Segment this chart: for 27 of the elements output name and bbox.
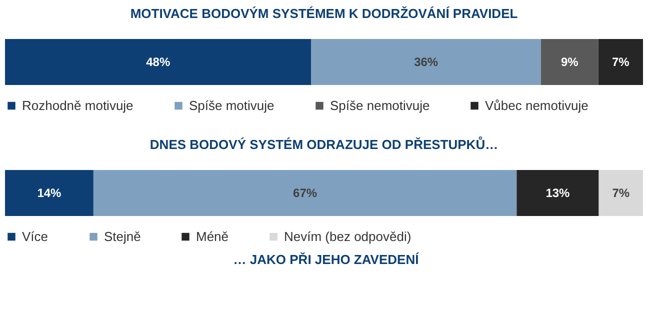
legend-label: Spíše nemotivuje (330, 98, 430, 113)
chart-title: MOTIVACE BODOVÝM SYSTÉMEM K DODRŽOVÁNÍ PRAVIDEL (130, 6, 518, 21)
data-label: 7% (612, 186, 630, 200)
data-label: 48% (146, 55, 170, 69)
legend-label: Spíše motivuje (189, 98, 274, 113)
data-label: 9% (560, 55, 579, 69)
legend-label: Vůbec nemotivuje (485, 98, 588, 113)
legend-label: Stejně (104, 228, 141, 244)
bar (598, 39, 643, 85)
legend-label: Méně (196, 228, 229, 244)
data-label: 13% (546, 186, 570, 200)
bar (5, 39, 312, 85)
bar (540, 39, 598, 85)
data-label: 14% (37, 186, 62, 200)
data-label: 36% (414, 55, 438, 69)
legend-label: Nevím (bez odpovědi) (284, 228, 412, 244)
legend-label: Více (22, 228, 48, 244)
bar (311, 39, 541, 85)
data-label: 67% (293, 186, 318, 200)
bar (516, 170, 599, 216)
legend-label: Rozhodně motivuje (22, 98, 134, 113)
bar (598, 170, 643, 216)
data-label: 7% (612, 55, 630, 69)
text: … JAKO PŘI JEHO ZAVEDENÍ (232, 252, 420, 267)
bar (5, 170, 94, 216)
bar (93, 170, 517, 216)
chart-title: DNES BODOVÝ SYSTÉM ODRAZUJE OD PŘESTUPKŮ… (150, 136, 498, 152)
